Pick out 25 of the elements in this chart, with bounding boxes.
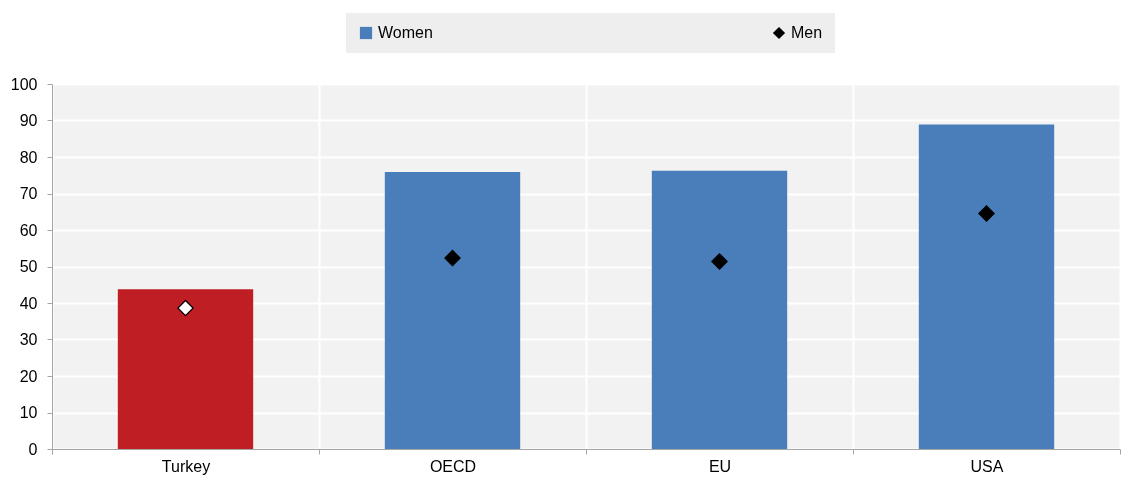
y-tick-label: 60 <box>19 221 38 239</box>
y-tick-label: 0 <box>28 440 38 458</box>
x-tick-label: EU <box>708 457 732 475</box>
x-tick-label: Turkey <box>161 457 211 475</box>
point <box>444 249 461 267</box>
y-tick-label: 10 <box>19 404 38 421</box>
y-tick-label: 30 <box>19 331 38 348</box>
y-tick-label: 40 <box>19 294 38 312</box>
x-tick-label: USA <box>970 457 1004 475</box>
y-tick-label: 70 <box>19 185 38 202</box>
legend-label: Men <box>791 24 823 41</box>
y-tick-label: 20 <box>19 367 38 385</box>
bar <box>651 170 788 449</box>
point <box>711 253 728 270</box>
bar <box>384 171 521 449</box>
legend-label: Women <box>378 24 433 41</box>
bar <box>918 124 1055 449</box>
y-tick-label: 80 <box>19 148 38 166</box>
point <box>177 299 194 317</box>
bar <box>117 289 254 449</box>
y-tick-label: 90 <box>19 112 38 129</box>
y-tick-label: 50 <box>19 258 38 275</box>
point <box>978 205 995 222</box>
x-tick-label: OECD <box>429 457 477 475</box>
y-tick-label: 100 <box>10 75 38 93</box>
